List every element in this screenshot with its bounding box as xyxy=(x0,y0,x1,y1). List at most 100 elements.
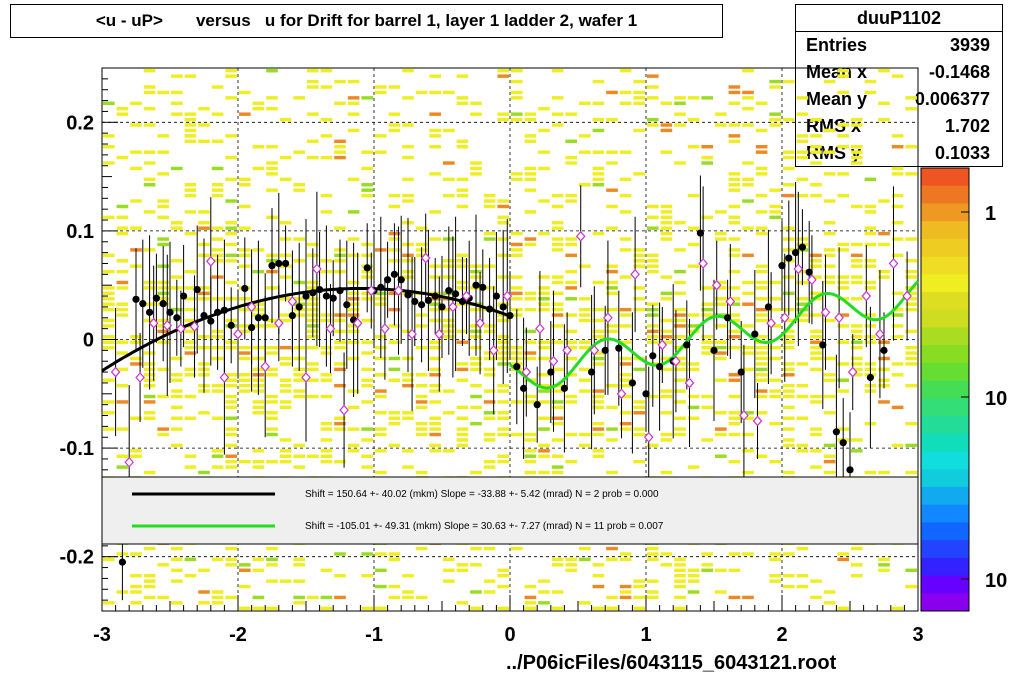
hist-cell xyxy=(810,356,822,361)
hist-cell xyxy=(769,394,781,399)
hist-cell xyxy=(715,454,727,458)
hist-cell xyxy=(279,177,292,182)
hist-cell xyxy=(837,69,849,73)
hist-cell xyxy=(687,117,700,122)
hist-cell xyxy=(742,96,754,100)
hist-cell xyxy=(837,362,849,366)
hist-cell xyxy=(796,139,809,144)
hist-cell xyxy=(130,123,142,127)
hist-cell xyxy=(524,459,537,464)
hist-cell xyxy=(864,79,877,84)
hist-cell xyxy=(497,427,509,431)
hist-cell xyxy=(769,297,781,301)
hist-cell xyxy=(823,275,836,279)
hist-cell xyxy=(497,400,509,404)
hist-cell xyxy=(402,378,414,382)
hist-cell xyxy=(334,573,346,578)
hist-cell xyxy=(347,443,360,448)
hist-cell xyxy=(524,595,537,600)
hist-cell xyxy=(293,394,305,399)
filled-point xyxy=(302,292,310,300)
hist-cell xyxy=(837,606,849,610)
hist-cell xyxy=(347,210,360,214)
hist-cell xyxy=(211,85,224,89)
palette-cell xyxy=(921,575,969,594)
open-point xyxy=(434,328,445,340)
hist-cell xyxy=(415,383,428,388)
filled-point xyxy=(418,301,426,309)
hist-cell xyxy=(674,356,686,361)
hist-cell xyxy=(851,340,863,344)
hist-cell xyxy=(592,394,605,399)
hist-cell xyxy=(728,568,741,572)
hist-cell xyxy=(388,416,401,420)
hist-cell xyxy=(647,85,659,89)
hist-cell xyxy=(592,101,605,106)
open-point xyxy=(260,361,271,373)
hist-cell xyxy=(579,101,591,106)
hist-cell xyxy=(470,112,482,116)
hist-cell xyxy=(851,449,863,453)
hist-cell xyxy=(116,383,129,388)
hist-cell xyxy=(647,74,659,78)
hist-cell xyxy=(293,601,305,605)
hist-cell xyxy=(579,389,591,393)
hist-cell xyxy=(660,221,673,225)
hist-cell xyxy=(103,161,115,165)
hist-cell xyxy=(429,432,441,437)
hist-cell xyxy=(388,584,401,589)
hist-cell xyxy=(443,128,455,133)
hist-cell xyxy=(579,432,591,437)
hist-cell xyxy=(116,465,129,469)
hist-cell xyxy=(864,264,877,268)
hist-cell xyxy=(184,373,197,377)
hist-cell xyxy=(769,389,781,393)
hist-cell xyxy=(878,470,890,475)
hist-cell xyxy=(837,145,849,149)
hist-cell xyxy=(769,280,781,285)
hist-cell xyxy=(375,427,387,431)
hist-cell xyxy=(633,248,645,252)
hist-cell xyxy=(483,416,496,420)
hist-cell xyxy=(742,302,754,306)
hist-cell xyxy=(823,601,836,605)
hist-cell xyxy=(211,112,224,116)
hist-cell xyxy=(606,90,618,95)
hist-cell xyxy=(565,373,577,377)
hist-cell xyxy=(171,394,183,399)
hist-cell xyxy=(143,150,156,154)
hist-cell xyxy=(579,318,591,323)
hist-cell xyxy=(864,204,877,209)
hist-cell xyxy=(592,166,605,171)
hist-cell xyxy=(660,432,673,437)
hist-cell xyxy=(715,345,727,350)
hist-cell xyxy=(891,443,904,448)
hist-cell xyxy=(307,394,319,399)
hist-cell xyxy=(511,291,523,296)
chart-title: <u - uP> versus u for Drift for barrel 1… xyxy=(10,4,723,38)
hist-cell xyxy=(851,145,863,149)
hist-cell xyxy=(905,356,917,361)
hist-cell xyxy=(878,101,890,106)
hist-cell xyxy=(103,335,115,339)
hist-cell xyxy=(715,356,727,361)
hist-cell xyxy=(674,335,686,339)
hist-cell xyxy=(606,595,618,600)
hist-cell xyxy=(579,313,591,317)
hist-cell xyxy=(851,563,863,567)
hist-cell xyxy=(524,134,537,138)
hist-cell xyxy=(755,356,768,361)
hist-cell xyxy=(728,90,741,95)
hist-cell xyxy=(592,318,605,323)
hist-cell xyxy=(687,573,700,578)
hist-cell xyxy=(633,579,645,583)
hist-cell xyxy=(796,96,809,100)
hist-cell xyxy=(184,188,197,192)
hist-cell xyxy=(511,117,523,122)
hist-cell xyxy=(755,313,768,317)
hist-cell xyxy=(334,139,346,144)
hist-cell xyxy=(783,394,795,399)
hist-cell xyxy=(225,383,237,388)
hist-cell xyxy=(143,69,156,73)
palette-label: 10 xyxy=(985,388,1007,410)
